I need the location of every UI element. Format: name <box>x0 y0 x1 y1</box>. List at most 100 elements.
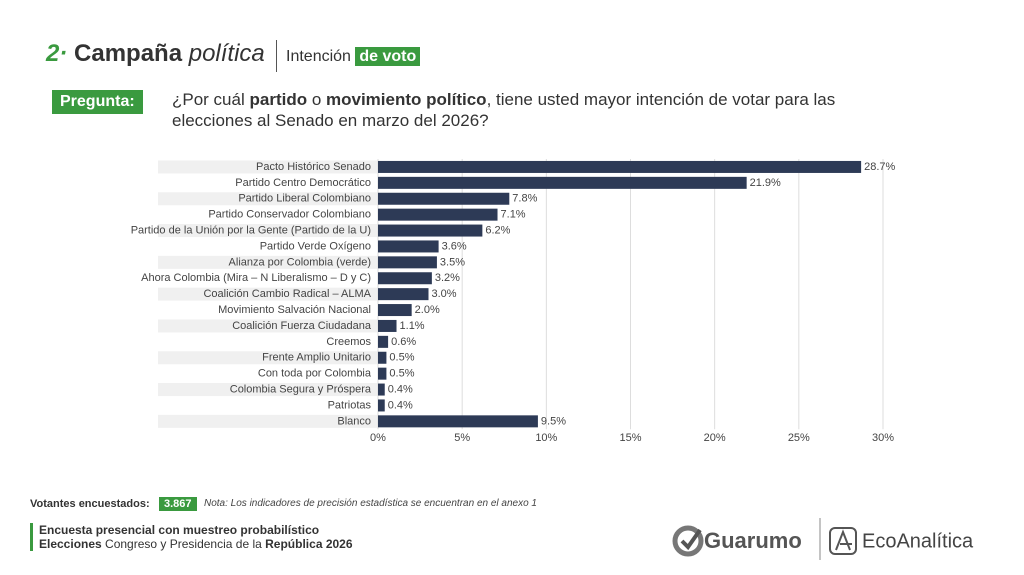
label-stripe <box>158 271 378 285</box>
y-tick-label: Partido Liberal Colombiano <box>238 193 371 205</box>
label-stripe <box>158 239 378 253</box>
subtitle: Intención de voto <box>286 47 421 66</box>
value-label: 7.8% <box>512 193 537 205</box>
bar <box>378 304 412 317</box>
title-main: Campaña <box>74 40 183 67</box>
ecoanalitica-icon <box>829 527 857 555</box>
bar <box>378 256 437 269</box>
label-stripe <box>158 224 378 238</box>
separator <box>276 40 277 72</box>
value-label: 28.7% <box>864 161 895 173</box>
sample-label: Votantes encuestados: <box>30 498 150 510</box>
y-tick-label: Pacto Histórico Senado <box>256 161 371 173</box>
subtitle-text: Intención <box>286 48 351 65</box>
y-tick-label: Con toda por Colombia <box>258 368 372 380</box>
guarumo-icon <box>672 525 704 557</box>
y-tick-label: Movimiento Salvación Nacional <box>218 304 371 316</box>
title-italic: política <box>188 40 265 67</box>
bar <box>378 272 432 285</box>
value-label: 6.2% <box>485 224 510 236</box>
value-label: 0.6% <box>391 336 416 348</box>
label-stripe <box>158 319 378 333</box>
x-tick-label: 15% <box>619 432 641 444</box>
method-bold: Elecciones <box>39 537 102 551</box>
y-tick-label: Ahora Colombia (Mira – N Liberalismo – D… <box>141 272 371 284</box>
question-text: ¿Por cuál partido o movimiento político,… <box>172 89 902 131</box>
y-tick-label: Partido de la Unión por la Gente (Partid… <box>131 224 371 236</box>
bar <box>378 176 747 189</box>
y-tick-label: Coalición Cambio Radical – ALMA <box>203 288 371 300</box>
note: Nota: Los indicadores de precisión estad… <box>204 498 537 509</box>
y-tick-label: Partido Verde Oxígeno <box>260 240 371 252</box>
value-label: 0.5% <box>389 352 414 364</box>
label-stripe <box>158 414 378 428</box>
x-tick-label: 5% <box>454 432 470 444</box>
label-stripe <box>158 335 378 349</box>
value-label: 3.6% <box>442 240 467 252</box>
x-tick-label: 25% <box>788 432 810 444</box>
question-label: Pregunta: <box>52 90 143 114</box>
bar <box>378 192 510 205</box>
section-title: 2· Campaña política <box>46 40 265 68</box>
y-tick-label: Partido Centro Democrático <box>235 177 371 189</box>
label-stripe <box>158 287 378 301</box>
label-stripe <box>158 192 378 206</box>
y-tick-label: Coalición Fuerza Ciudadana <box>232 320 372 332</box>
bar <box>378 399 385 412</box>
method-line1: Encuesta presencial con muestreo probabi… <box>39 523 320 537</box>
value-label: 0.4% <box>388 383 413 395</box>
y-tick-label: Patriotas <box>328 399 372 411</box>
subtitle-highlight: de voto <box>355 47 421 66</box>
bar <box>378 288 429 301</box>
value-label: 0.4% <box>388 399 413 411</box>
y-tick-label: Frente Amplio Unitario <box>262 352 371 364</box>
q-part: o <box>307 90 326 109</box>
value-label: 3.2% <box>435 272 460 284</box>
label-stripe <box>158 303 378 317</box>
q-bold: movimiento político <box>326 90 487 109</box>
value-label: 9.5% <box>541 415 566 427</box>
x-tick-label: 10% <box>535 432 557 444</box>
label-stripe <box>158 176 378 190</box>
value-label: 0.5% <box>389 368 414 380</box>
y-tick-label: Alianza por Colombia (verde) <box>229 256 371 268</box>
bar <box>378 415 538 428</box>
label-stripe <box>158 160 378 174</box>
y-tick-label: Colombia Segura y Próspera <box>230 383 372 395</box>
label-stripe <box>158 255 378 269</box>
ecoanalitica-mark <box>835 529 852 551</box>
bar <box>378 351 387 364</box>
value-label: 2.0% <box>415 304 440 316</box>
label-stripe <box>158 351 378 365</box>
method-text: Congreso y Presidencia de la <box>101 537 266 551</box>
bar <box>378 240 439 253</box>
guarumo-logo: Guarumo <box>704 528 802 553</box>
value-label: 21.9% <box>750 177 781 189</box>
value-label: 3.5% <box>440 256 465 268</box>
bar <box>378 160 862 173</box>
label-stripe <box>158 367 378 381</box>
section-number: 2· <box>46 40 68 67</box>
y-tick-label: Creemos <box>326 336 371 348</box>
methodology: Encuesta presencial con muestreo probabi… <box>30 523 353 551</box>
bar <box>378 335 389 348</box>
value-label: 3.0% <box>432 288 457 300</box>
label-stripe <box>158 398 378 412</box>
method-bold: República 2026 <box>265 537 353 551</box>
x-tick-label: 30% <box>872 432 894 444</box>
sample-size: 3.867 <box>159 497 197 511</box>
plot: 0% 5% 10% 15% 20% 25% 30% Pacto Histórico Senad… <box>131 159 896 444</box>
label-stripe <box>158 208 378 222</box>
q-part: , tiene usted mayor intención de votar p… <box>172 90 836 130</box>
guarumo-check <box>680 528 702 551</box>
y-tick-label: Partido Conservador Colombiano <box>208 209 371 221</box>
x-tick-label: 0% <box>370 432 386 444</box>
bar <box>378 224 483 237</box>
label-stripe <box>158 383 378 397</box>
q-bold: partido <box>249 90 308 109</box>
x-tick-label: 20% <box>704 432 726 444</box>
value-label: 7.1% <box>501 209 526 221</box>
bar <box>378 367 387 380</box>
